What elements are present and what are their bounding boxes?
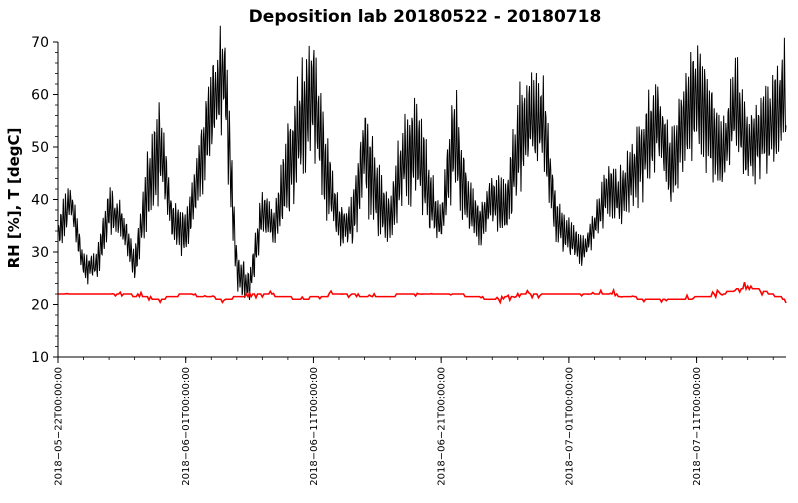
axes-layer: 10 20 30 40 50 60 70 2018−05−22T00:00:00 2018−06… — [31, 35, 786, 486]
series-layer — [57, 25, 787, 305]
y-tick-label: 40 — [31, 193, 49, 209]
y-tick-label: 70 — [31, 35, 49, 51]
chart-title: Deposition lab 20180522 - 20180718 — [249, 7, 602, 27]
x-tick-label: 2018−07−11T00:00:00 — [692, 367, 703, 486]
series-black-line — [57, 25, 787, 300]
x-tick-label: 2018−07−01T00:00:00 — [564, 367, 575, 486]
x-tick-label: 2018−05−22T00:00:00 — [54, 367, 65, 486]
y-tick-label: 60 — [31, 88, 49, 104]
series-red-line — [58, 282, 787, 305]
y-tick-label: 50 — [31, 140, 49, 156]
y-tick-label: 30 — [31, 245, 49, 261]
y-tick-label: 20 — [31, 298, 49, 314]
y-tick-label: 10 — [31, 350, 49, 366]
x-tick-label: 2018−06−01T00:00:00 — [181, 367, 192, 486]
x-tick-label: 2018−06−21T00:00:00 — [437, 367, 448, 486]
x-tick-label: 2018−06−11T00:00:00 — [309, 367, 320, 486]
y-axis-label: RH [%], T [degC] — [5, 128, 23, 269]
